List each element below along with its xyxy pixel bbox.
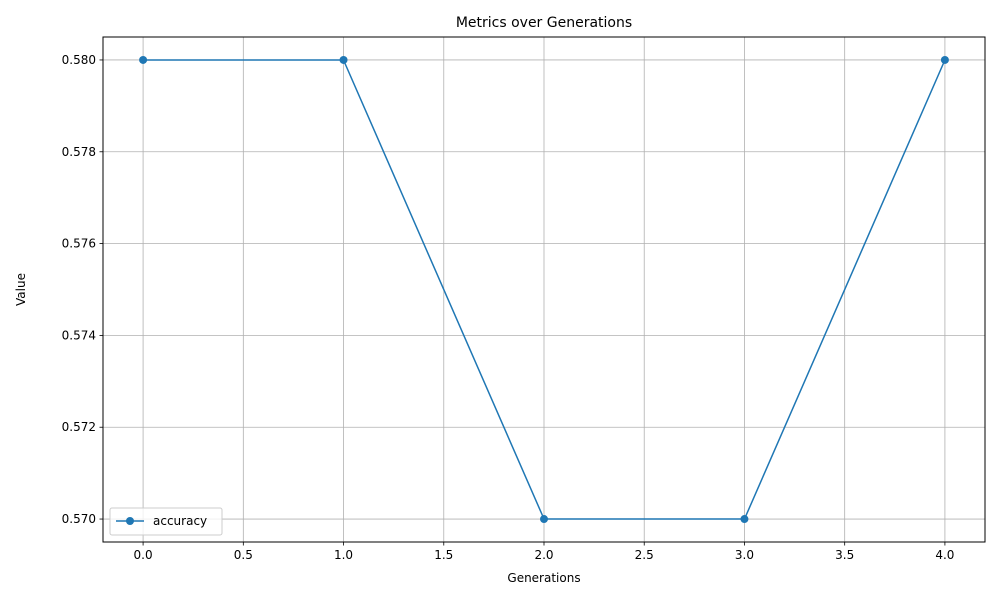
x-tick-label: 1.5 bbox=[434, 548, 453, 562]
data-point-accuracy bbox=[339, 55, 348, 64]
y-tick-label: 0.574 bbox=[62, 328, 96, 342]
legend-series-marker bbox=[126, 517, 134, 525]
x-tick-label: 0.5 bbox=[234, 548, 253, 562]
grid bbox=[103, 37, 985, 542]
plot-frame bbox=[102, 36, 986, 543]
x-axis-title: Generations bbox=[507, 571, 580, 585]
legend-box bbox=[109, 507, 223, 536]
y-tick-label: 0.578 bbox=[62, 145, 96, 159]
x-tick-label: 4.0 bbox=[935, 548, 954, 562]
x-tick-label: 3.5 bbox=[835, 548, 854, 562]
data-point-accuracy bbox=[540, 515, 548, 524]
x-axis-ticks: 0.0 0.5 1.0 1.5 2.0 2.5 3.0 3.5 4.0 bbox=[134, 542, 954, 562]
x-tick-label: 2.5 bbox=[635, 548, 654, 562]
y-axis-title: Value bbox=[14, 273, 28, 306]
chart-title: Metrics over Generations bbox=[456, 15, 632, 31]
y-tick-label: 0.570 bbox=[62, 512, 96, 526]
data-point-accuracy bbox=[139, 55, 148, 64]
legend-series-label: accuracy bbox=[153, 514, 207, 528]
data-point-accuracy bbox=[740, 515, 749, 524]
y-tick-label: 0.572 bbox=[62, 420, 96, 434]
data-point-accuracy bbox=[940, 55, 949, 64]
x-tick-label: 2.0 bbox=[534, 548, 553, 562]
legend: accuracy bbox=[109, 507, 223, 536]
x-tick-label: 3.0 bbox=[735, 548, 754, 562]
series-layer bbox=[139, 55, 949, 524]
y-axis-ticks: 0.570 0.572 0.574 0.576 0.578 0.580 bbox=[62, 53, 103, 526]
x-tick-label: 1.0 bbox=[334, 548, 353, 562]
x-tick-label: 0.0 bbox=[134, 548, 153, 562]
y-tick-label: 0.576 bbox=[62, 237, 96, 251]
y-tick-label: 0.580 bbox=[62, 53, 96, 67]
